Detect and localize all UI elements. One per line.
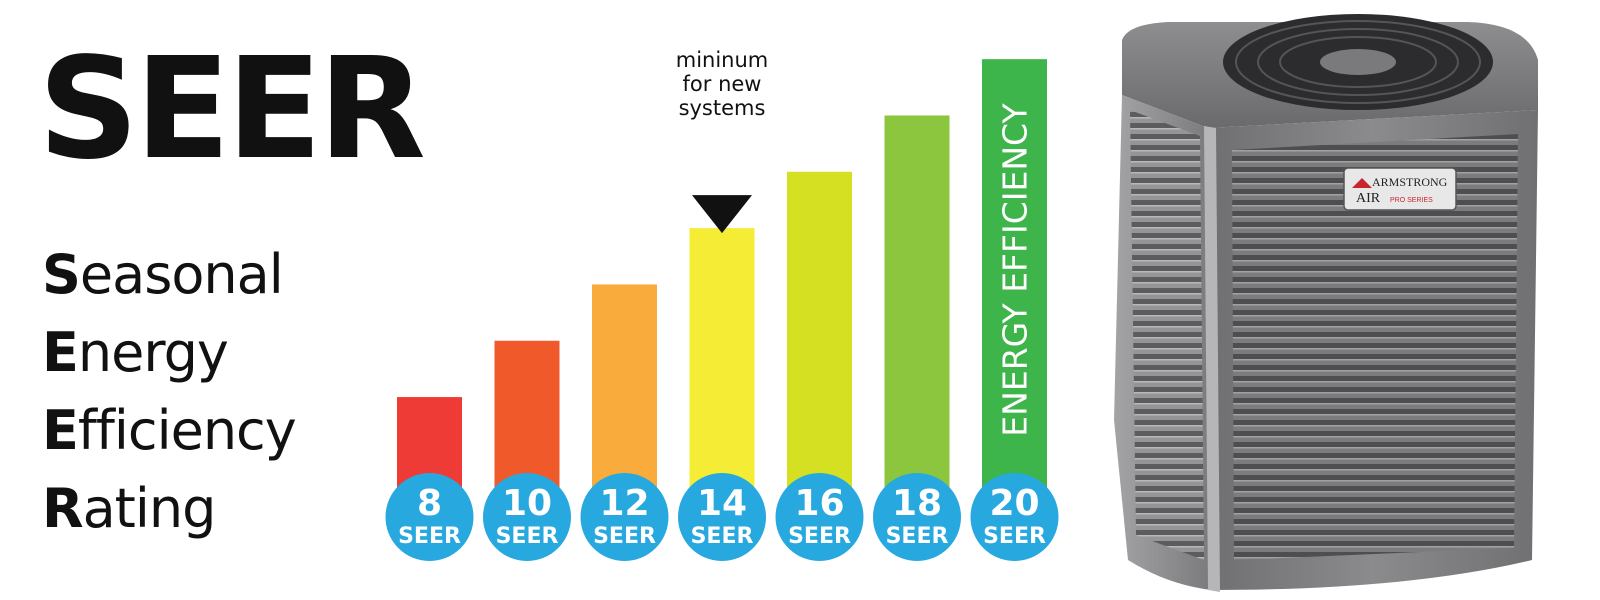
unit-label-12: SEER (593, 524, 656, 549)
seer-badge-10 (483, 473, 571, 561)
tick-label-10: 10 (502, 483, 552, 524)
svg-text:PRO SERIES: PRO SERIES (1390, 197, 1433, 204)
unit-label-10: SEER (496, 524, 559, 549)
air-conditioner-image: ARMSTRONG AIR PRO SERIES (1114, 14, 1538, 592)
seer-bar-chart: 8SEER10SEER12SEER14SEER16SEER18SEER20SEE… (385, 48, 1059, 561)
fan-hub (1320, 49, 1396, 75)
acronym-line-rating: Rating (42, 477, 216, 540)
annotation-line-2: for new (683, 72, 762, 96)
unit-label-18: SEER (886, 524, 949, 549)
seer-badge-8 (385, 473, 474, 561)
acronym-line-seasonal: Seasonal (42, 243, 284, 306)
axis-label: ENERGY EFFICIENCY (996, 102, 1035, 436)
svg-text:AIR: AIR (1356, 191, 1381, 206)
tick-label-8: 8 (417, 483, 442, 524)
seer-badge-16 (775, 473, 864, 561)
bar-seer-20 (982, 59, 1047, 500)
acronym-line-efficiency: Efficiency (42, 399, 297, 462)
seer-badge-12 (580, 473, 669, 561)
bar-seer-12 (592, 284, 657, 500)
unit-label-8: SEER (398, 524, 461, 549)
unit-label-16: SEER (788, 524, 851, 549)
annotation-arrow (692, 195, 752, 234)
tick-label-18: 18 (892, 483, 942, 524)
bar-seer-16 (787, 171, 852, 500)
brand-badge: ARMSTRONG AIR PRO SERIES (1343, 167, 1457, 211)
unit-label-20: SEER (983, 524, 1046, 549)
unit-label-14: SEER (691, 524, 754, 549)
acronym-line-energy: Energy (42, 321, 229, 384)
seer-badge-20 (970, 473, 1059, 561)
svg-text:ARMSTRONG: ARMSTRONG (1372, 175, 1448, 189)
acronym-list: Seasonal Energy Efficiency Rating (42, 236, 297, 548)
seer-badge-18 (873, 473, 961, 561)
tick-label-16: 16 (794, 483, 844, 524)
page-title: SEER (38, 28, 426, 191)
bar-seer-18 (884, 115, 950, 501)
tick-label-12: 12 (599, 483, 649, 524)
tick-label-20: 20 (989, 483, 1039, 524)
annotation-line-3: systems (679, 96, 766, 120)
annotation-line-1: mininum (676, 48, 769, 72)
bar-seer-14 (689, 228, 755, 500)
tick-label-14: 14 (697, 483, 747, 524)
seer-badge-14 (678, 473, 766, 561)
